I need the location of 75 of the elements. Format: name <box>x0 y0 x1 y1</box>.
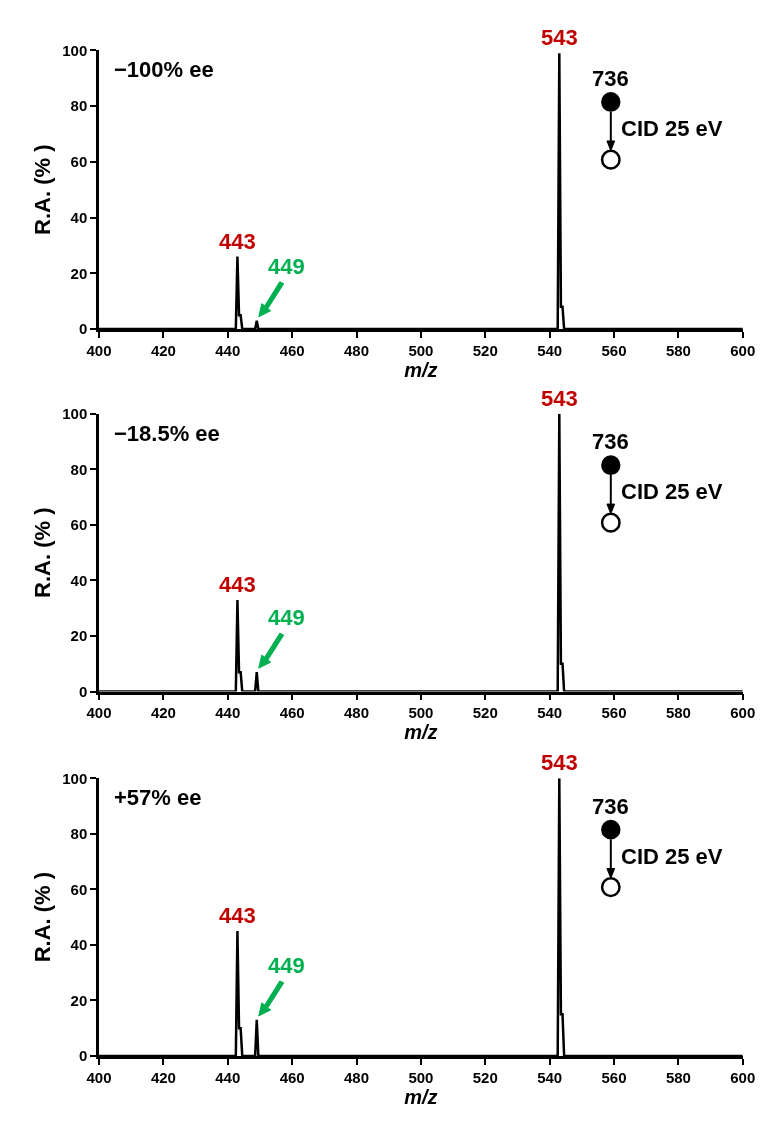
x-tick-label: 440 <box>215 704 241 722</box>
y-tick-label: 0 <box>78 1047 88 1065</box>
annotation: CID 25 eV <box>621 116 723 141</box>
annotation: −18.5% ee <box>114 421 220 446</box>
y-tick-label: 100 <box>62 405 88 423</box>
y-tick-label: 60 <box>70 516 88 534</box>
x-tick-label: 500 <box>408 1068 434 1086</box>
annotation: CID 25 eV <box>621 844 723 869</box>
y-tick-label: 100 <box>62 769 88 787</box>
y-tick-label: 0 <box>78 320 88 338</box>
x-tick-label: 520 <box>472 1068 498 1086</box>
x-tick-label: 400 <box>86 1068 112 1086</box>
x-tick-label: 560 <box>601 1068 627 1086</box>
x-tick-label: 600 <box>730 1068 756 1086</box>
x-tick-label: 520 <box>472 704 498 722</box>
x-tick-label: 500 <box>408 341 434 359</box>
annotation: 449 <box>268 254 305 279</box>
annotation: 736 <box>592 794 629 819</box>
y-tick-label: 40 <box>70 571 88 589</box>
y-tick-label: 20 <box>70 264 88 282</box>
y-tick-label: 40 <box>70 208 88 226</box>
annotation: CID 25 eV <box>621 479 723 504</box>
x-tick-label: 600 <box>730 341 756 359</box>
x-tick-label: 540 <box>537 704 563 722</box>
annotation: 443 <box>219 572 256 597</box>
annotation: 543 <box>541 386 578 411</box>
y-tick-label: 20 <box>70 627 88 645</box>
annotation: 543 <box>541 750 578 775</box>
x-tick-label: 480 <box>344 704 370 722</box>
annotation: +57% ee <box>114 785 202 810</box>
x-tick-label: 420 <box>150 1068 176 1086</box>
x-tick-label: 400 <box>86 704 112 722</box>
x-axis-title: m/z <box>404 721 438 744</box>
x-tick-label: 560 <box>601 341 627 359</box>
y-tick-label: 40 <box>70 936 88 954</box>
annotation: −100% ee <box>114 57 214 82</box>
annotation: 449 <box>268 953 305 978</box>
x-tick-label: 420 <box>150 341 176 359</box>
x-tick-label: 440 <box>215 1068 241 1086</box>
y-tick-label: 80 <box>70 825 88 843</box>
x-tick-label: 440 <box>215 341 241 359</box>
x-tick-label: 480 <box>344 1068 370 1086</box>
x-tick-label: 560 <box>601 704 627 722</box>
x-tick-label: 600 <box>730 704 756 722</box>
annotation: 443 <box>219 903 256 928</box>
x-tick-label: 420 <box>150 704 176 722</box>
annotation: 449 <box>268 605 305 630</box>
y-tick-label: 60 <box>70 153 88 171</box>
y-axis-title: R.A. (% ) <box>30 871 56 963</box>
x-tick-label: 540 <box>537 1068 563 1086</box>
y-tick-label: 100 <box>62 41 88 59</box>
y-tick-label: 80 <box>70 97 88 115</box>
x-tick-label: 460 <box>279 704 305 722</box>
annotation: 736 <box>592 429 629 454</box>
y-axis-title: R.A. (% ) <box>30 507 56 598</box>
x-tick-label: 460 <box>279 341 305 359</box>
annotation: 443 <box>219 229 256 254</box>
x-tick-label: 580 <box>665 1068 691 1086</box>
x-tick-label: 400 <box>86 341 112 359</box>
y-axis-title: R.A. (% ) <box>30 144 56 235</box>
x-tick-label: 460 <box>279 1068 305 1086</box>
annotation: 736 <box>592 66 629 91</box>
y-tick-label: 20 <box>70 991 88 1009</box>
x-axis-title: m/z <box>404 358 438 381</box>
x-axis-title: m/z <box>404 1085 438 1108</box>
x-tick-label: 580 <box>665 704 691 722</box>
annotation: 543 <box>541 25 578 50</box>
y-tick-label: 80 <box>70 460 88 478</box>
x-tick-label: 500 <box>408 704 434 722</box>
y-tick-label: 0 <box>78 682 88 700</box>
x-tick-label: 540 <box>537 341 563 359</box>
x-tick-label: 480 <box>344 341 370 359</box>
x-tick-label: 520 <box>472 341 498 359</box>
x-tick-label: 580 <box>665 341 691 359</box>
y-tick-label: 60 <box>70 880 88 898</box>
